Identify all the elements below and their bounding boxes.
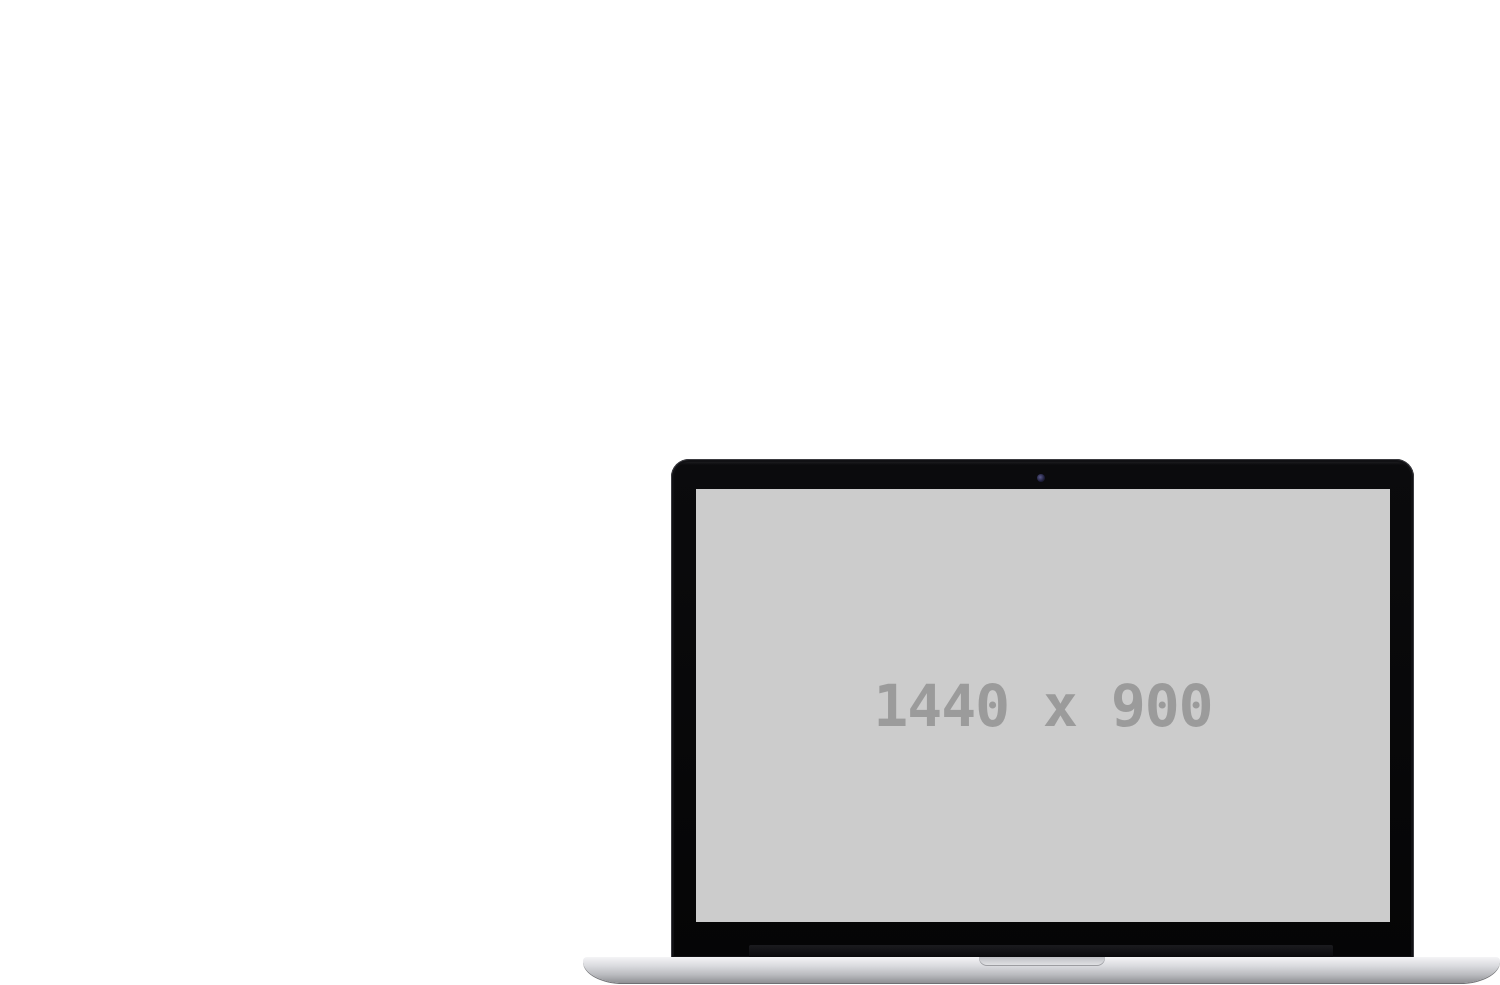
laptop-opening-notch bbox=[979, 957, 1105, 966]
laptop-screen: 1440 x 900 bbox=[696, 489, 1390, 922]
laptop-mockup: 1440 x 900 bbox=[583, 459, 1500, 985]
laptop-hinge bbox=[749, 945, 1333, 957]
camera-icon bbox=[1037, 474, 1045, 482]
screen-placeholder-label: 1440 x 900 bbox=[873, 671, 1213, 740]
laptop-lid: 1440 x 900 bbox=[671, 459, 1414, 959]
